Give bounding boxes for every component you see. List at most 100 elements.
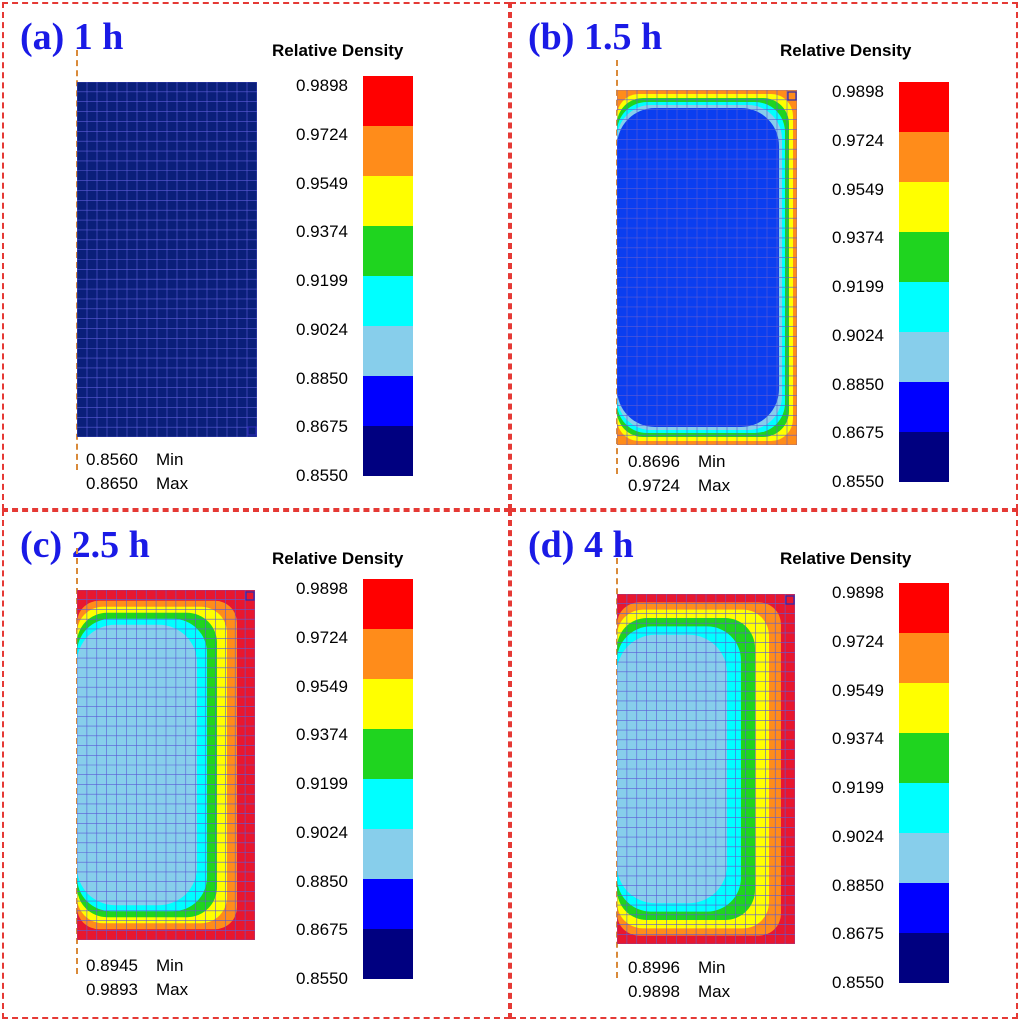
- max-label: Max: [698, 476, 731, 495]
- legend-swatch: [899, 332, 949, 382]
- legend-title: Relative Density: [780, 41, 912, 60]
- legend-tick-label: 0.9724: [832, 631, 884, 651]
- legend-swatch: [363, 276, 413, 326]
- legend-tick-label: 0.9898: [832, 583, 884, 602]
- min-value: 0.8560: [86, 450, 138, 469]
- max-label: Max: [156, 474, 189, 493]
- node-marker: [785, 595, 795, 605]
- legend-swatch: [899, 82, 949, 132]
- legend-swatch: [363, 126, 413, 176]
- legend-tick-label: 0.9549: [832, 680, 884, 700]
- density-contour-mesh: [77, 590, 255, 940]
- legend-swatch: [899, 382, 949, 432]
- legend-swatch: [363, 679, 413, 729]
- max-readout: 0.9893 Max: [86, 980, 188, 1000]
- legend-swatch: [363, 326, 413, 376]
- legend-swatch: [363, 929, 413, 979]
- legend-tick-label: 0.8550: [832, 472, 884, 491]
- panel-c: (c) 2.5 h Relative Density 0.8945 Min 0.9…: [2, 510, 510, 1019]
- legend-swatch: [899, 583, 949, 633]
- legend-tick-label: 0.8550: [296, 466, 348, 485]
- legend-tick-label: 0.9024: [296, 822, 348, 842]
- color-legend-bar: [899, 583, 949, 983]
- min-label: Min: [156, 956, 184, 975]
- color-legend-bar: [363, 579, 413, 979]
- legend-tick-label: 0.9374: [832, 228, 884, 248]
- density-contour-mesh: [77, 82, 257, 437]
- legend-swatch: [899, 683, 949, 733]
- legend-tick-label: 0.9549: [832, 179, 884, 199]
- legend-tick-label: 0.9024: [296, 319, 348, 339]
- legend-tick-label: 0.9374: [296, 725, 348, 745]
- max-value: 0.9893: [86, 980, 138, 999]
- max-value: 0.9724: [628, 476, 680, 495]
- node-marker: [245, 591, 255, 601]
- legend-swatch: [899, 783, 949, 833]
- legend-swatch: [899, 633, 949, 683]
- legend-tick-label: 0.9024: [832, 325, 884, 345]
- legend-tick-label: 0.9898: [832, 82, 884, 101]
- min-value: 0.8996: [628, 958, 680, 977]
- legend-tick-label: 0.8550: [296, 969, 348, 988]
- legend-swatch: [363, 426, 413, 476]
- legend-swatch: [363, 629, 413, 679]
- node-marker: [247, 426, 257, 436]
- legend-tick-label: 0.9549: [296, 676, 348, 696]
- legend-title: Relative Density: [272, 41, 404, 60]
- min-label: Min: [156, 450, 184, 469]
- legend-tick-label: 0.8850: [832, 875, 884, 895]
- legend-swatch: [899, 132, 949, 182]
- legend-swatch: [899, 282, 949, 332]
- max-readout: 0.9898 Max: [628, 982, 730, 1002]
- max-value: 0.8650: [86, 474, 138, 493]
- legend-title: Relative Density: [780, 549, 912, 568]
- legend-tick-label: 0.9374: [832, 729, 884, 749]
- max-label: Max: [698, 982, 731, 1001]
- legend-tick-label: 0.8675: [832, 423, 884, 443]
- legend-tick-label: 0.9724: [296, 627, 348, 647]
- legend-swatch: [363, 176, 413, 226]
- legend-swatch: [899, 933, 949, 983]
- color-legend-bar: [899, 82, 949, 482]
- legend-swatch: [363, 76, 413, 126]
- legend-swatch: [363, 579, 413, 629]
- legend-tick-label: 0.9374: [296, 222, 348, 242]
- legend-tick-label: 0.9199: [832, 778, 884, 797]
- legend-swatch: [899, 733, 949, 783]
- legend-swatch: [899, 182, 949, 232]
- color-legend-bar: [363, 76, 413, 476]
- panel-d: (d) 4 h Relative Density 0.8996 Min 0.989…: [510, 510, 1018, 1019]
- legend-swatch: [899, 833, 949, 883]
- min-value: 0.8945: [86, 956, 138, 975]
- legend-tick-label: 0.9898: [296, 76, 348, 95]
- legend-tick-label: 0.9724: [832, 130, 884, 150]
- legend-swatch: [899, 883, 949, 933]
- panel-title: (b) 1.5 h: [528, 16, 663, 58]
- legend-swatch: [363, 226, 413, 276]
- legend-tick-label: 0.9724: [296, 124, 348, 144]
- max-label: Max: [156, 980, 189, 999]
- legend-tick-label: 0.9199: [296, 774, 348, 793]
- panel-b: (b) 1.5 h Relative Density 0.8696 Min 0.9…: [510, 2, 1018, 510]
- legend-swatch: [899, 432, 949, 482]
- legend-tick-label: 0.8675: [296, 417, 348, 437]
- legend-tick-label: 0.9199: [296, 271, 348, 290]
- legend-tick-label: 0.9024: [832, 826, 884, 846]
- node-marker: [787, 91, 797, 101]
- legend-swatch: [363, 879, 413, 929]
- min-readout: 0.8696 Min: [628, 452, 725, 472]
- max-readout: 0.8650 Max: [86, 474, 188, 494]
- legend-tick-label: 0.9549: [296, 173, 348, 193]
- min-readout: 0.8560 Min: [86, 450, 183, 470]
- min-label: Min: [698, 958, 726, 977]
- min-value: 0.8696: [628, 452, 680, 471]
- max-value: 0.9898: [628, 982, 680, 1001]
- legend-tick-label: 0.8675: [296, 920, 348, 940]
- legend-swatch: [363, 829, 413, 879]
- legend-swatch: [899, 232, 949, 282]
- legend-tick-label: 0.9199: [832, 277, 884, 296]
- legend-title: Relative Density: [272, 549, 404, 568]
- legend-tick-label: 0.8850: [296, 871, 348, 891]
- legend-swatch: [363, 779, 413, 829]
- legend-tick-label: 0.8850: [832, 374, 884, 394]
